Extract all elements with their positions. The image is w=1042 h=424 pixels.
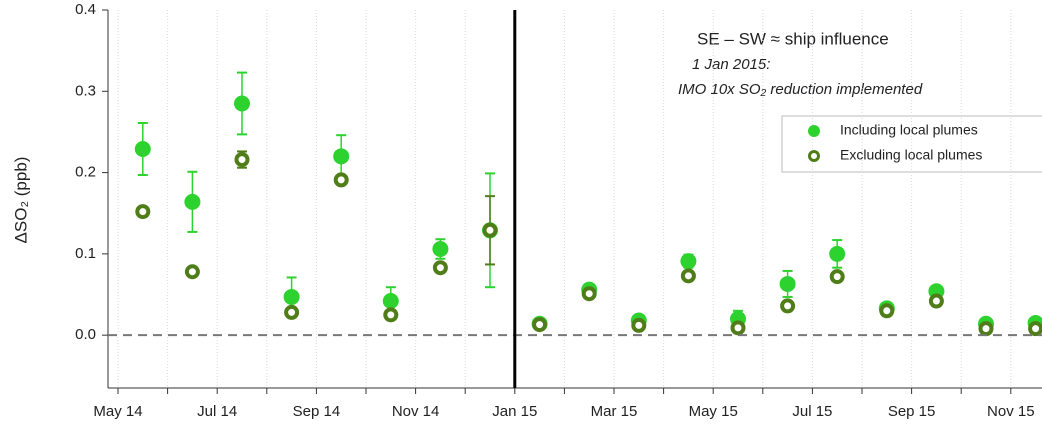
point: [184, 193, 201, 210]
x-tick-label: Nov 15: [987, 403, 1035, 420]
point: [134, 141, 151, 158]
point: [532, 317, 548, 333]
x-tick-label: May 15: [689, 403, 738, 420]
x-tick-label: Nov 14: [392, 403, 440, 420]
point: [631, 317, 647, 333]
point: [680, 268, 696, 284]
legend-label: Excluding local plumes: [840, 147, 982, 163]
x-tick-label: Jul 15: [792, 403, 832, 420]
plot-area: [117, 10, 1042, 388]
point: [482, 222, 498, 238]
point: [1028, 321, 1042, 337]
point: [730, 320, 746, 336]
point: [780, 298, 796, 314]
x-tick-label: Jan 15: [492, 403, 537, 420]
x-tick-label: Sep 15: [888, 403, 936, 420]
point: [283, 288, 300, 305]
legend-marker: [808, 150, 820, 162]
legend-label: Including local plumes: [840, 122, 978, 138]
annotation: SE – SW ≈ ship influence: [697, 29, 889, 48]
point: [382, 293, 399, 310]
annotation: IMO 10x SO₂ reduction implemented: [678, 81, 923, 98]
y-tick-label: 0.2: [75, 164, 96, 181]
y-tick-label: 0.1: [75, 245, 96, 262]
point: [928, 293, 944, 309]
point: [333, 172, 349, 188]
x-tick-label: Sep 14: [293, 403, 341, 420]
legend-marker: [808, 125, 820, 137]
x-tick-label: Mar 15: [591, 403, 638, 420]
point: [829, 245, 846, 262]
point: [432, 240, 449, 257]
point: [581, 286, 597, 302]
point: [184, 264, 200, 280]
point: [383, 307, 399, 323]
point: [978, 321, 994, 337]
point: [680, 253, 697, 270]
y-tick-label: 0.3: [75, 82, 96, 99]
point: [234, 95, 250, 112]
y-tick-label: 0.4: [75, 1, 96, 18]
point: [432, 260, 448, 276]
y-tick-label: 0.0: [75, 326, 96, 343]
x-tick-label: Jul 14: [197, 403, 237, 420]
point: [879, 303, 895, 319]
point: [284, 304, 300, 320]
point: [234, 152, 250, 168]
y-axis-label: ΔSO₂ (ppb): [11, 157, 30, 244]
x-tick-label: May 14: [93, 403, 142, 420]
annotation: 1 Jan 2015:: [692, 56, 770, 73]
legend-box: [781, 115, 1042, 173]
point: [135, 204, 151, 220]
point: [333, 148, 350, 165]
point: [829, 269, 845, 285]
point: [779, 275, 796, 292]
